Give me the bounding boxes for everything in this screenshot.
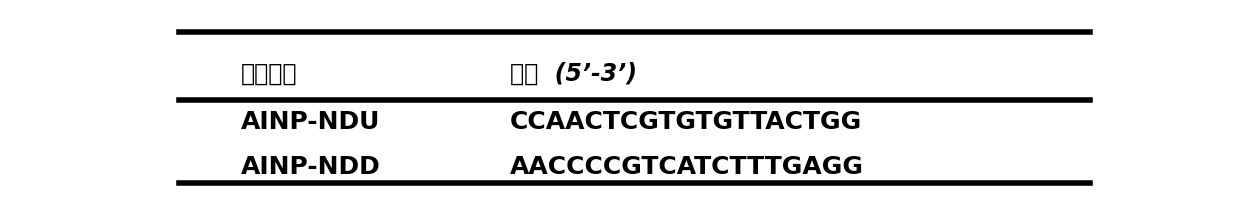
Text: 序列  (5’-3’): 序列 (5’-3’) [510,61,636,85]
Text: AINP-NDU: AINP-NDU [241,110,380,134]
Text: AACCCCGTCATCTTTGAGG: AACCCCGTCATCTTTGAGG [510,155,864,179]
Text: CCAACTCGTGTGTTACTGG: CCAACTCGTGTGTTACTGG [510,110,862,134]
Text: 引物名称: 引物名称 [241,61,297,85]
Text: AINP-NDD: AINP-NDD [241,155,381,179]
